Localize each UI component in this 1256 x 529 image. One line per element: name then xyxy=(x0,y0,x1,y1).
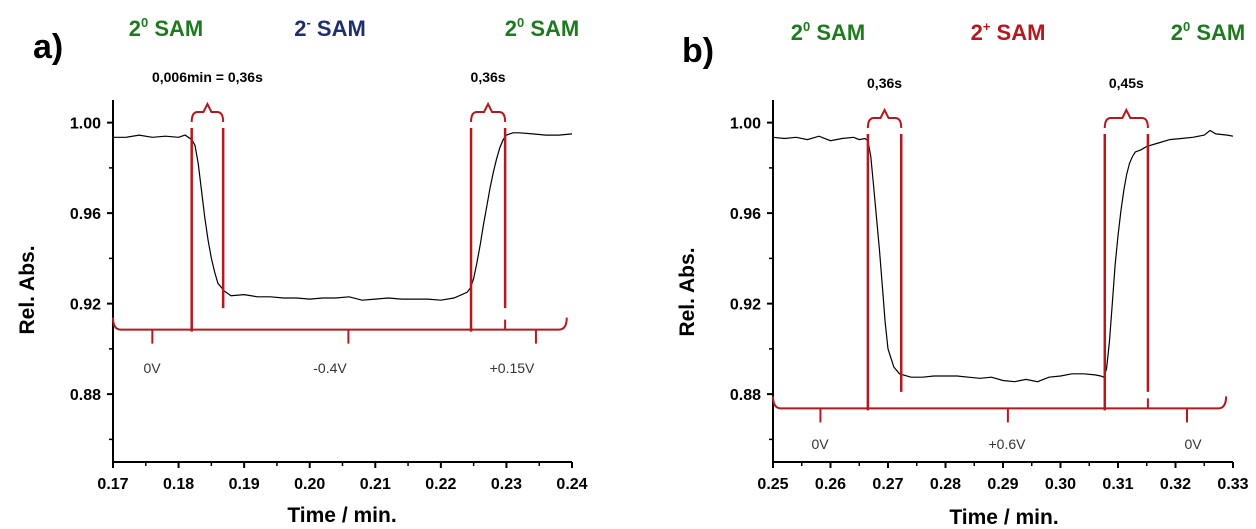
transition-duration-label: 0,006min = 0,36s xyxy=(152,69,263,85)
x-tick-label: 0.33 xyxy=(1217,476,1248,493)
y-axis-title: Rel. Abs. xyxy=(16,245,39,334)
state-label: 20 SAM xyxy=(1171,19,1245,45)
x-tick-label: 0.27 xyxy=(872,476,903,493)
x-tick-label: 0.26 xyxy=(815,476,846,493)
voltage-label: 0V xyxy=(811,436,829,452)
x-axis-title: Time / min. xyxy=(287,504,396,527)
voltage-label: -0.4V xyxy=(313,360,347,376)
voltage-bracket xyxy=(772,396,1228,410)
x-tick-label: 0.20 xyxy=(294,476,325,493)
transition-duration-label: 0,36s xyxy=(471,69,506,85)
x-tick-label: 0.21 xyxy=(360,476,391,493)
x-tick-label: 0.18 xyxy=(163,476,194,493)
x-axis-title: Time / min. xyxy=(949,506,1058,529)
transition-brace xyxy=(1103,107,1149,129)
x-tick-label: 0.30 xyxy=(1045,476,1076,493)
panel-label: b) xyxy=(682,32,714,70)
voltage-label: 0V xyxy=(1184,436,1202,452)
x-tick-label: 0.28 xyxy=(930,476,961,493)
voltage-label: +0.15V xyxy=(490,360,535,376)
series-line xyxy=(772,129,1234,383)
state-label: 20 SAM xyxy=(505,15,579,41)
x-tick-label: 0.31 xyxy=(1102,476,1133,493)
transition-brace xyxy=(190,101,225,123)
x-tick-label: 0.24 xyxy=(556,476,587,493)
state-label: 2- SAM xyxy=(294,15,366,41)
panel-a: a) 0.17 0.18 0.19 0.20 0.21 0.22 0.23 0.24 0.88 0… xyxy=(16,15,588,527)
y-tick-label: 0.92 xyxy=(730,297,761,314)
y-tick-label: 0.96 xyxy=(730,206,761,223)
panel-b: b) 0.25 0.26 0.27 0.28 0.29 0.30 0.31 0.32 0.33 0… xyxy=(676,19,1249,529)
y-tick-label: 1.00 xyxy=(70,116,101,133)
x-tick-label: 0.17 xyxy=(97,476,128,493)
y-tick-label: 1.00 xyxy=(730,116,761,133)
x-tick-label: 0.22 xyxy=(425,476,456,493)
transition-brace xyxy=(470,101,507,123)
y-axis-title: Rel. Abs. xyxy=(676,247,699,336)
y-tick-label: 0.96 xyxy=(70,206,101,223)
x-tick-label: 0.23 xyxy=(491,476,522,493)
panel-label: a) xyxy=(33,28,63,66)
x-tick-label: 0.19 xyxy=(229,476,260,493)
transition-brace xyxy=(866,107,903,129)
state-label: 20 SAM xyxy=(791,19,865,45)
state-label: 20 SAM xyxy=(129,15,203,41)
voltage-label: 0V xyxy=(143,360,161,376)
voltage-bracket xyxy=(112,317,568,331)
x-tick-label: 0.25 xyxy=(757,476,788,493)
y-tick-label: 0.88 xyxy=(730,387,761,404)
state-label: 2+ SAM xyxy=(971,19,1046,45)
voltage-label: +0.6V xyxy=(989,436,1027,452)
transition-duration-label: 0,36s xyxy=(867,75,902,91)
y-tick-label: 0.88 xyxy=(70,387,101,404)
x-tick-label: 0.32 xyxy=(1160,476,1191,493)
series-line xyxy=(113,132,573,301)
x-tick-label: 0.29 xyxy=(987,476,1018,493)
y-tick-label: 0.92 xyxy=(70,297,101,314)
transition-duration-label: 0,45s xyxy=(1109,75,1144,91)
